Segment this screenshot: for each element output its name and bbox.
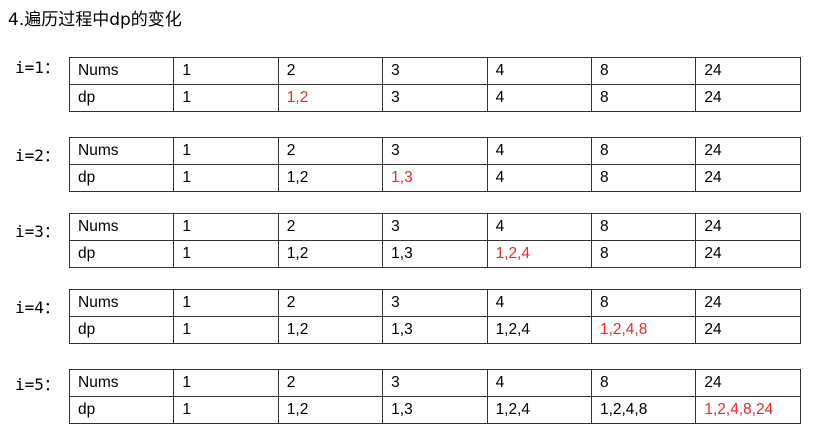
nums-cell: 24 (695, 137, 801, 165)
dp-cell: 1,2,4,8,24 (695, 396, 801, 424)
dp-cell: 24 (695, 164, 801, 192)
nums-cell: 8 (590, 137, 697, 165)
dp-cell: 1,2 (277, 396, 384, 424)
nums-cell: 4 (486, 369, 592, 397)
dp-cell: 1,2 (277, 164, 384, 192)
row-header-cell: dp (68, 316, 175, 344)
dp-cell: 1,2,4 (486, 240, 592, 268)
row-header-cell: Nums (68, 213, 175, 241)
nums-cell: 4 (486, 213, 592, 241)
dp-cell: 1,2 (277, 316, 384, 344)
dp-cell: 1 (173, 396, 279, 424)
dp-cell: 1,3 (382, 396, 488, 424)
iteration-label: i=2： (15, 146, 60, 165)
nums-cell: 1 (173, 57, 279, 85)
nums-cell: 2 (277, 57, 384, 85)
dp-cell: 1,2,4,8 (590, 316, 697, 344)
dp-table: Nums 1 2 3 4 8 24 dp 1 1,2 1,3 1,2,4 1,2,4,8 24 (68, 289, 801, 344)
dp-cell: 8 (590, 240, 697, 268)
dp-row: dp 1 1,2 1,3 4 8 24 (68, 164, 801, 192)
nums-cell: 8 (590, 57, 697, 85)
dp-cell: 8 (590, 164, 697, 192)
row-header-cell: dp (68, 396, 175, 424)
dp-cell: 1 (173, 316, 279, 344)
nums-cell: 2 (277, 213, 384, 241)
nums-cell: 1 (173, 137, 279, 165)
nums-cell: 2 (277, 137, 384, 165)
dp-cell: 24 (695, 316, 801, 344)
dp-table: Nums 1 2 3 4 8 24 dp 1 1,2 1,3 4 8 24 (68, 137, 801, 192)
dp-row: dp 1 1,2 3 4 8 24 (68, 84, 801, 112)
nums-cell: 24 (695, 213, 801, 241)
iteration-label: i=4： (15, 298, 60, 317)
iteration-label: i=3： (15, 222, 60, 241)
dp-row: dp 1 1,2 1,3 1,2,4 1,2,4,8 24 (68, 316, 801, 344)
dp-row: dp 1 1,2 1,3 1,2,4 1,2,4,8 1,2,4,8,24 (68, 396, 801, 424)
nums-cell: 3 (382, 137, 488, 165)
nums-cell: 3 (382, 369, 488, 397)
dp-cell: 1,2 (277, 84, 384, 112)
dp-cell: 1,2 (277, 240, 384, 268)
row-header-cell: Nums (68, 137, 175, 165)
dp-cell: 3 (382, 84, 488, 112)
dp-cell: 1,3 (382, 164, 488, 192)
nums-cell: 24 (695, 369, 801, 397)
dp-cell: 1,2,4 (486, 396, 592, 424)
dp-cell: 24 (695, 84, 801, 112)
nums-cell: 4 (486, 137, 592, 165)
row-header-cell: Nums (68, 369, 175, 397)
row-header-cell: dp (68, 164, 175, 192)
nums-cell: 8 (590, 369, 697, 397)
dp-cell: 1,3 (382, 316, 488, 344)
dp-cell: 1,3 (382, 240, 488, 268)
dp-cell: 1 (173, 240, 279, 268)
dp-row: dp 1 1,2 1,3 1,2,4 8 24 (68, 240, 801, 268)
nums-cell: 8 (590, 289, 697, 317)
dp-table: Nums 1 2 3 4 8 24 dp 1 1,2 1,3 1,2,4 8 24 (68, 213, 801, 268)
row-header-cell: Nums (68, 289, 175, 317)
nums-cell: 3 (382, 213, 488, 241)
dp-cell: 8 (590, 84, 697, 112)
nums-cell: 2 (277, 369, 384, 397)
nums-row: Nums 1 2 3 4 8 24 (68, 137, 801, 165)
iteration-label: i=1： (15, 58, 60, 77)
dp-table: Nums 1 2 3 4 8 24 dp 1 1,2 3 4 8 24 (68, 57, 801, 112)
nums-row: Nums 1 2 3 4 8 24 (68, 369, 801, 397)
dp-cell: 4 (486, 84, 592, 112)
dp-table: Nums 1 2 3 4 8 24 dp 1 1,2 1,3 1,2,4 1,2,4,8 1,2,4,8,… (68, 369, 801, 424)
nums-cell: 3 (382, 57, 488, 85)
nums-row: Nums 1 2 3 4 8 24 (68, 289, 801, 317)
nums-cell: 1 (173, 369, 279, 397)
dp-cell: 1 (173, 84, 279, 112)
dp-cell: 4 (486, 164, 592, 192)
section-heading: 4.遍历过程中dp的变化 (8, 10, 182, 30)
row-header-cell: Nums (68, 57, 175, 85)
nums-cell: 24 (695, 57, 801, 85)
nums-row: Nums 1 2 3 4 8 24 (68, 213, 801, 241)
nums-cell: 4 (486, 57, 592, 85)
nums-cell: 4 (486, 289, 592, 317)
nums-cell: 1 (173, 213, 279, 241)
dp-cell: 24 (695, 240, 801, 268)
nums-cell: 1 (173, 289, 279, 317)
dp-cell: 1,2,4,8 (590, 396, 697, 424)
dp-cell: 1,2,4 (486, 316, 592, 344)
row-header-cell: dp (68, 240, 175, 268)
iteration-label: i=5： (15, 375, 60, 394)
dp-cell: 1 (173, 164, 279, 192)
nums-row: Nums 1 2 3 4 8 24 (68, 57, 801, 85)
nums-cell: 3 (382, 289, 488, 317)
nums-cell: 24 (695, 289, 801, 317)
row-header-cell: dp (68, 84, 175, 112)
nums-cell: 8 (590, 213, 697, 241)
nums-cell: 2 (277, 289, 384, 317)
